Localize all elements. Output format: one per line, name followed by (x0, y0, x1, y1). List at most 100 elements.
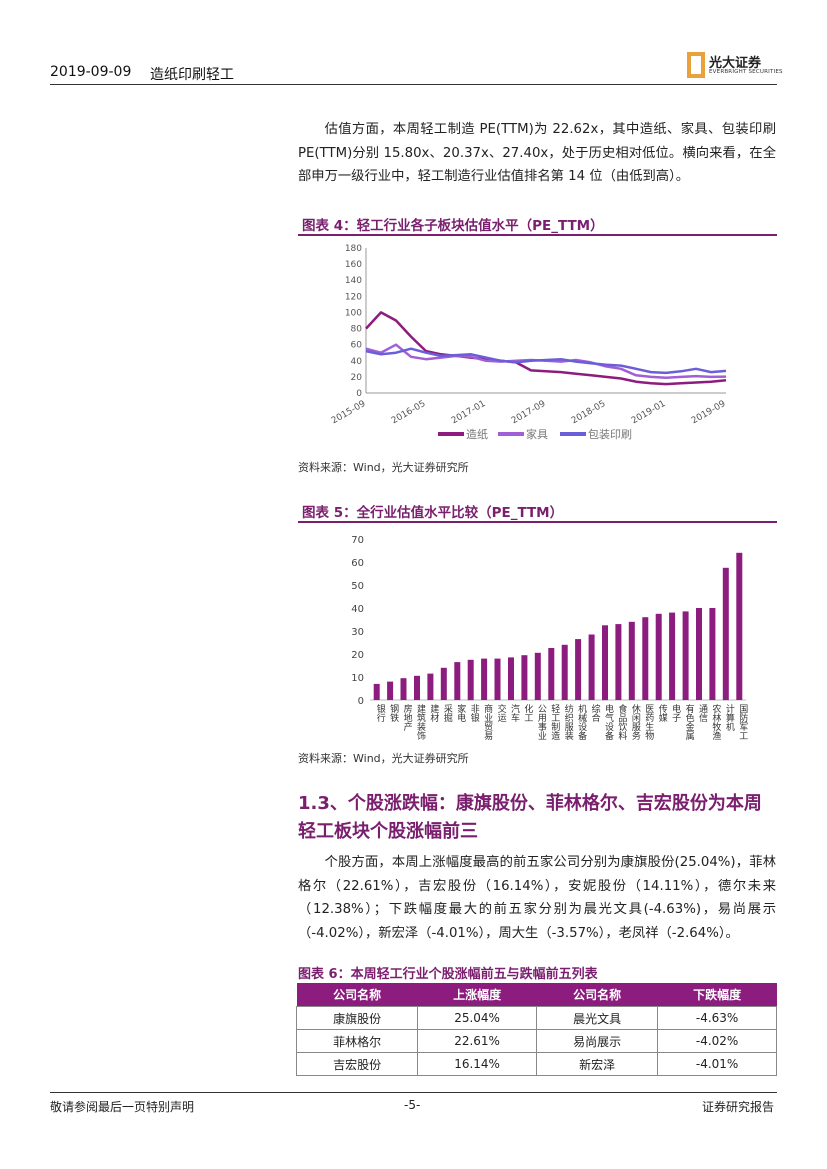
figure5-bar-chart: 0 10 20 30 40 50 60 70 银行 钢铁 房地产 建筑装饰 建材 采掘 家电 非银 商业贸易 交运… (351, 535, 748, 741)
x-tick-label: 非银 (469, 703, 480, 723)
bar (440, 667, 447, 700)
bar (400, 678, 407, 700)
x-tick-label: 综合 (590, 703, 601, 723)
figure4-divider (298, 234, 777, 236)
logo-text-cn: 光大证券 (709, 56, 762, 71)
y-tick-label: 140 (345, 276, 362, 286)
logo-icon (687, 52, 705, 78)
bar (521, 655, 528, 700)
x-tick-label: 2016-05 (390, 399, 428, 426)
x-tick-label: 纺织服装 (563, 703, 574, 741)
bar (696, 608, 702, 700)
header-company-up: 公司名称 (296, 983, 418, 1007)
x-tick-label: 农林牧渔 (710, 703, 721, 740)
x-tick-label: 银行 (375, 703, 386, 723)
table-cell: 吉宏股份 (295, 1052, 419, 1076)
table6-title: 图表 6：本周轻工行业个股涨幅前五与跌幅前五列表 (298, 967, 598, 982)
x-tick-label: 传媒 (657, 703, 668, 723)
bar (682, 611, 689, 700)
x-tick-label: 采掘 (442, 704, 453, 723)
table-cell: 16.14% (417, 1052, 537, 1076)
y-tick-label: 40 (351, 604, 364, 615)
x-tick-label: 国防军工 (737, 704, 748, 740)
y-tick-label: 80 (351, 325, 363, 335)
header-date: 2019-09-09 (50, 64, 132, 80)
intro-text: 估值方面，本周轻工制造 PE(TTM)为 22.62x，其中造纸、家具、包装印刷… (298, 122, 776, 184)
bar (561, 644, 568, 700)
company-logo: 光大证券 EVERBRIGHT SECURITIES (687, 52, 782, 80)
bar (508, 657, 514, 700)
table-cell: 新宏泽 (535, 1052, 659, 1076)
x-tick-label: 交运 (496, 703, 507, 723)
y-tick-label: 10 (351, 673, 364, 684)
legend-label: 家具 (526, 427, 548, 441)
bar (414, 675, 420, 700)
footer-divider (50, 1092, 777, 1093)
figure5-title: 图表 5：全行业估值水平比较（PE_TTM） (302, 505, 564, 521)
bar (615, 624, 622, 700)
figure5-source: 资料来源：Wind，光大证券研究所 (298, 752, 469, 765)
y-tick-label: 100 (345, 308, 362, 318)
x-tick-label: 电子 (670, 703, 681, 722)
header-fall: 下跌幅度 (657, 983, 777, 1007)
bar (481, 658, 488, 700)
legend-label: 包装印刷 (588, 428, 632, 441)
bar (709, 608, 716, 700)
y-tick-label: 0 (356, 389, 362, 399)
table-header-row: 公司名称 上涨幅度 公司名称 下跌幅度 (296, 983, 777, 1007)
series-line-3 (365, 347, 727, 375)
y-tick-label: 60 (351, 558, 364, 569)
x-tick-label: 电气设备 (603, 703, 614, 740)
x-tick-label: 2017-01 (450, 399, 488, 426)
series-line-1 (365, 311, 727, 386)
y-tick-label: 20 (351, 650, 364, 661)
y-tick-label: 30 (351, 627, 364, 638)
bar (722, 567, 729, 701)
figure4-line-chart: 0 20 40 60 80 100 120 140 160 180 2015-09 2016-05 20… (330, 244, 728, 441)
x-tick-label: 钢铁 (388, 703, 399, 723)
y-tick-label: 70 (351, 535, 364, 546)
x-tick-label: 建材 (428, 703, 439, 722)
stock-text: 个股方面，本周上涨幅度最高的前五家公司分别为康旗股份(25.04%)，菲林格尔（… (298, 855, 776, 941)
x-tick-label: 2015-09 (330, 399, 368, 427)
table-cell: 22.61% (417, 1029, 537, 1053)
bar (373, 683, 380, 700)
table-row: 吉宏股份 16.14% 新宏泽 -4.01% (295, 1052, 777, 1076)
header-rise: 上涨幅度 (417, 983, 537, 1007)
y-tick-label: 50 (351, 581, 364, 592)
x-tick-label: 机械设备 (576, 703, 587, 740)
y-tick-label: 120 (345, 292, 362, 302)
table-cell: -4.01% (657, 1052, 777, 1076)
legend-label: 造纸 (466, 427, 488, 441)
header-section: 造纸印刷轻工 (150, 67, 234, 83)
x-tick-label: 2019-09 (690, 399, 728, 427)
table-cell: 菲林格尔 (295, 1029, 419, 1053)
y-tick-label: 40 (351, 357, 363, 367)
bar (548, 648, 555, 700)
x-tick-label: 房地产 (402, 703, 413, 732)
x-tick-label: 2017-09 (510, 399, 548, 427)
bar (494, 658, 501, 700)
x-tick-label: 2019-01 (630, 399, 668, 426)
x-tick-label: 轻工制造 (549, 703, 560, 741)
table-cell: 康旗股份 (295, 1006, 419, 1030)
x-tick-label: 商业贸易 (482, 703, 493, 741)
page-number: -5- (404, 1098, 421, 1112)
bar (575, 639, 582, 700)
y-tick-label: 20 (351, 373, 363, 383)
bar (427, 673, 434, 700)
x-tick-label: 化工 (522, 703, 533, 722)
stock-rank-table: 公司名称 上涨幅度 公司名称 下跌幅度 康旗股份 25.04% 晨光文具 -4.… (295, 983, 777, 1076)
bar (642, 617, 649, 700)
bar (454, 662, 461, 700)
x-tick-label: 医药生物 (643, 704, 654, 741)
x-tick-label: 汽车 (509, 703, 520, 723)
y-tick-label: 60 (351, 341, 363, 351)
bar (387, 681, 394, 700)
y-tick-label: 180 (345, 244, 362, 254)
x-tick-label: 2018-05 (570, 399, 608, 426)
bar (534, 652, 541, 700)
figure4-title: 图表 4：轻工行业各子板块估值水平（PE_TTM） (302, 218, 604, 234)
figure4-source: 资料来源：Wind，光大证券研究所 (298, 461, 469, 474)
table-cell: 25.04% (417, 1006, 537, 1030)
